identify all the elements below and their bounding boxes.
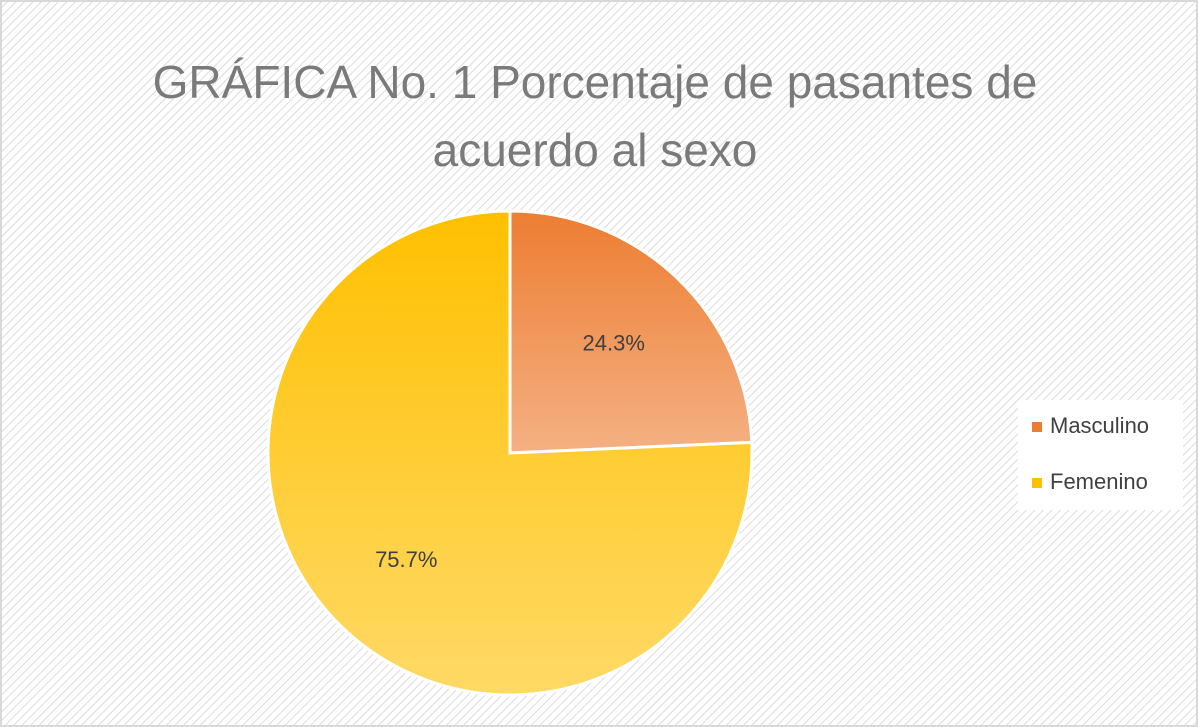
legend-label: Femenino bbox=[1050, 469, 1148, 494]
legend-swatch bbox=[1032, 422, 1042, 432]
pie-slice bbox=[508, 209, 754, 455]
data-label: 24.3% bbox=[583, 330, 645, 355]
pie-slice bbox=[266, 209, 754, 697]
legend-label: Masculino bbox=[1050, 413, 1149, 438]
legend-box bbox=[1018, 400, 1183, 510]
chart-title: GRÁFICA No. 1 Porcentaje de pasantes de … bbox=[152, 56, 1038, 176]
data-label: 75.7% bbox=[375, 547, 437, 572]
legend-swatch bbox=[1032, 478, 1042, 488]
